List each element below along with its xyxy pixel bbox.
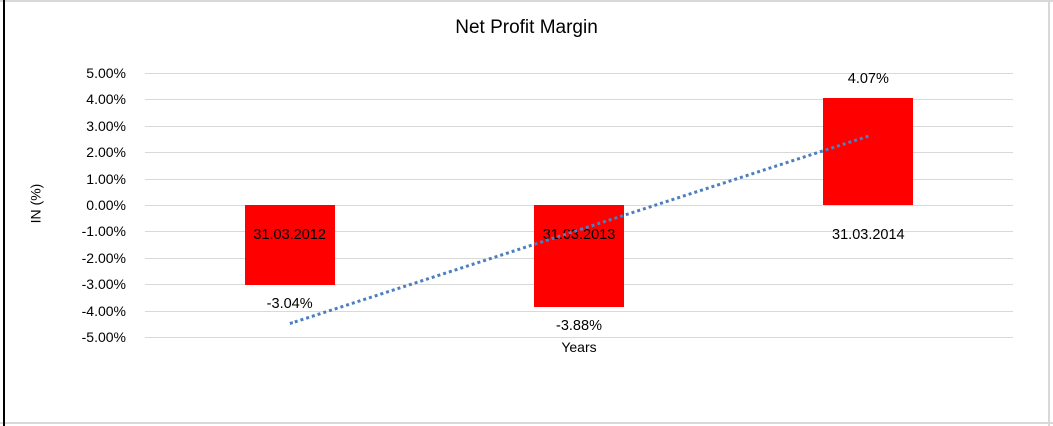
chart-title: Net Profit Margin [455,17,598,38]
data-label: -3.04% [266,296,313,313]
y-axis-tick-label: -5.00% [81,329,126,345]
y-axis-tick-label: 5.00% [86,65,126,81]
data-label: 4.07% [847,70,889,87]
y-axis-tick-label: -4.00% [81,302,126,319]
plot-area: 31.03.2012 -3.04% 31.03.2013 -3.88% 31.03.20… [145,70,1013,338]
y-axis-tick-label: 1.00% [86,170,126,187]
gridline [145,178,1013,180]
frame-border-top [0,0,1053,2]
frame-border-right [1048,0,1050,426]
gridline [145,337,1013,338]
category-label: 31.03.2012 [253,227,326,243]
frame-border-bottom [0,422,1053,424]
data-label: -3.88% [556,318,602,335]
y-axis-tick-label: -2.00% [81,249,126,266]
bar-31.03.2012 [244,205,335,286]
x-axis-title: Years [561,339,597,355]
gridline [145,152,1013,154]
bar-31.03.2014 [823,97,914,205]
gridline [145,125,1013,127]
gridline [145,310,1013,312]
bar-31.03.2013 [534,205,624,308]
frame-border-left [3,0,5,426]
y-axis-tick-label: -3.00% [81,276,126,293]
gridline [145,99,1013,101]
category-label: 31.03.2014 [832,227,905,243]
gridline [145,73,1013,74]
y-axis-tick-label: 0.00% [86,197,126,213]
y-axis-tick-label: 2.00% [86,144,126,161]
y-axis-tick-label: -1.00% [81,223,126,240]
y-axis-tick-label: 4.00% [86,91,126,108]
category-label: 31.03.2013 [542,227,616,243]
y-axis-tick-label: 3.00% [86,117,126,134]
